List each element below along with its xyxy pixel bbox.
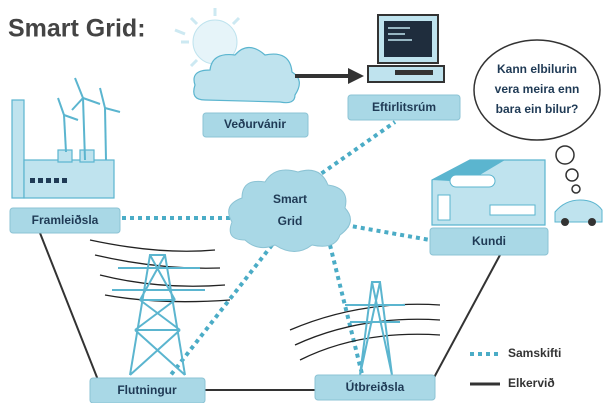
- power-line: [429, 254, 501, 386]
- comm-line: [168, 243, 274, 378]
- distribution-tower: [289, 281, 441, 376]
- node-box: [202, 112, 309, 138]
- node-box: [9, 207, 121, 234]
- connections: [39, 120, 501, 391]
- computer-icon: [367, 14, 445, 83]
- thought-text: vera meira enn: [495, 82, 580, 96]
- legend-label: Elkervið: [508, 376, 555, 390]
- thought-text: bara ein bilur?: [496, 102, 579, 116]
- smart-grid-cloud: [228, 169, 351, 252]
- factory-icon: [11, 77, 121, 199]
- node-box: [347, 94, 461, 121]
- car-icon: [554, 199, 603, 226]
- thought-bubble: [473, 39, 601, 194]
- title: Smart Grid:: [8, 15, 146, 43]
- comm-line: [344, 223, 431, 242]
- comm-line: [328, 244, 364, 375]
- node-label: Kundi: [472, 234, 506, 248]
- node-label: Flutningur: [117, 383, 177, 397]
- node-box: [89, 377, 206, 403]
- node-label: Framleiðsla: [32, 213, 99, 227]
- node-box: [429, 227, 549, 256]
- house-icon: [431, 159, 546, 226]
- node-box: [314, 374, 436, 401]
- arrowhead: [348, 68, 364, 84]
- legend-label: Samskifti: [508, 346, 561, 360]
- thought-text: Kann elbilurin: [497, 62, 577, 76]
- weather-icon: [174, 8, 300, 104]
- transmission-tower: [89, 239, 231, 376]
- comm-line: [313, 120, 397, 180]
- node-label: Smart: [273, 192, 307, 206]
- node-label: Útbreiðsla: [346, 379, 405, 394]
- power-line: [39, 232, 101, 386]
- node-label: Grid: [278, 214, 303, 228]
- node-label: Eftirlitsrúm: [372, 100, 436, 114]
- node-label: Veðurvánir: [224, 117, 286, 131]
